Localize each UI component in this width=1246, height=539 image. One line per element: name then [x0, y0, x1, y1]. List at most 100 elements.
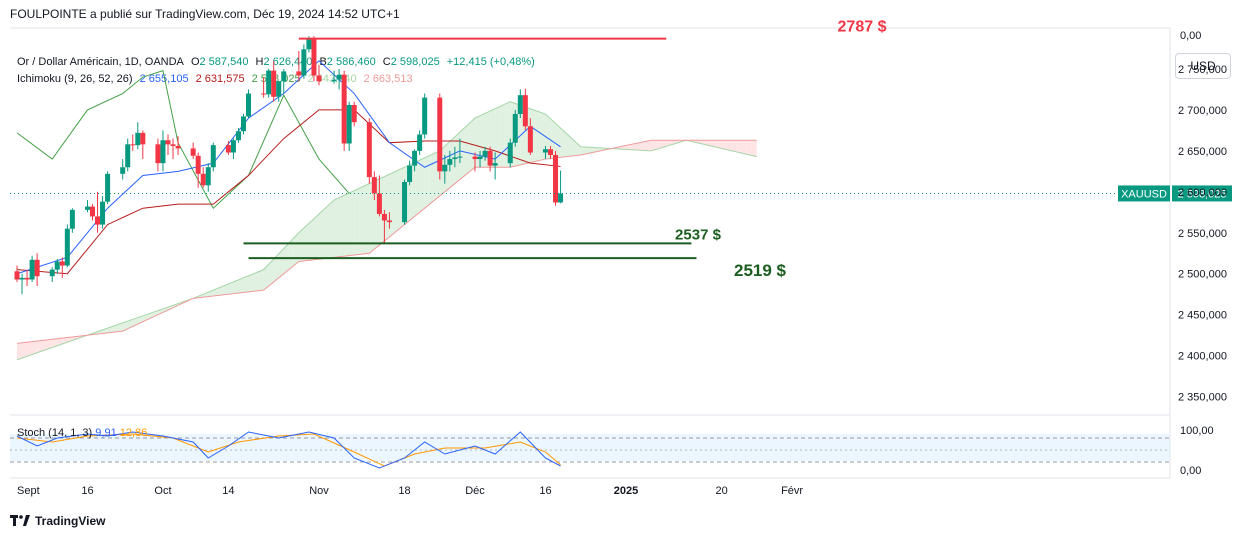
candle[interactable] — [351, 105, 357, 123]
candle[interactable] — [14, 271, 20, 280]
candle[interactable] — [447, 159, 453, 165]
candle[interactable] — [542, 149, 548, 153]
ichimoku-label[interactable]: Ichimoku (9, 26, 52, 26) — [17, 73, 133, 85]
candle[interactable] — [301, 49, 307, 76]
candle[interactable] — [477, 156, 483, 160]
candle[interactable] — [200, 173, 206, 186]
candle[interactable] — [105, 173, 111, 202]
candle[interactable] — [452, 157, 458, 160]
last-price-tag-text: 2 598,025 — [1178, 188, 1227, 200]
candle[interactable] — [246, 93, 252, 117]
price-tick-label: 2 600,000 — [1178, 187, 1227, 199]
candle[interactable] — [341, 74, 347, 144]
candle[interactable] — [512, 114, 518, 143]
cloud-segment — [218, 286, 224, 296]
price-tick-label: 2 450,000 — [1178, 310, 1227, 322]
candle[interactable] — [336, 74, 342, 80]
candle[interactable] — [412, 150, 418, 166]
candle[interactable] — [422, 97, 428, 135]
candle[interactable] — [210, 145, 216, 168]
senkou-span-b-line — [16, 139, 757, 344]
candle[interactable] — [346, 105, 352, 144]
candle[interactable] — [54, 261, 60, 270]
candle[interactable] — [331, 79, 337, 82]
candle[interactable] — [386, 220, 392, 223]
candle[interactable] — [100, 201, 106, 225]
candle[interactable] — [276, 81, 282, 97]
candle[interactable] — [170, 144, 176, 146]
candle[interactable] — [437, 97, 443, 172]
candle[interactable] — [492, 163, 498, 166]
candle[interactable] — [140, 132, 146, 145]
candle[interactable] — [381, 213, 387, 221]
symbol-name[interactable]: Or / Dollar Américain, 1D, OANDA — [17, 56, 184, 68]
currency-button[interactable]: USD — [1175, 53, 1231, 79]
candle[interactable] — [29, 259, 35, 280]
candle[interactable] — [311, 38, 317, 76]
candle[interactable] — [527, 126, 533, 153]
candle[interactable] — [135, 132, 141, 146]
candle[interactable] — [120, 167, 126, 174]
candle[interactable] — [261, 93, 267, 95]
candle[interactable] — [547, 149, 553, 155]
candle[interactable] — [195, 155, 201, 174]
candle[interactable] — [95, 216, 101, 225]
candle[interactable] — [130, 144, 136, 146]
cloud-segment — [263, 264, 269, 291]
cloud-segment — [424, 155, 430, 209]
candle[interactable] — [175, 145, 181, 149]
candle[interactable] — [235, 131, 241, 141]
candle[interactable] — [517, 95, 523, 115]
candle[interactable] — [84, 206, 90, 210]
candle[interactable] — [487, 150, 493, 166]
symbol-tag-text: XAUUSD — [1121, 188, 1167, 200]
candle[interactable] — [19, 277, 25, 280]
candle[interactable] — [190, 148, 196, 156]
candle[interactable] — [417, 134, 423, 151]
candle[interactable] — [125, 144, 131, 168]
cloud-segment — [253, 271, 259, 292]
candle[interactable] — [49, 269, 55, 277]
candle[interactable] — [371, 177, 377, 194]
candle[interactable] — [316, 75, 322, 82]
cloud-segment — [480, 113, 486, 168]
candle[interactable] — [306, 38, 312, 50]
stoch-label[interactable]: Stoch (14, 1, 3) — [17, 427, 93, 439]
candle[interactable] — [402, 182, 408, 223]
candle[interactable] — [160, 140, 166, 164]
candle[interactable] — [522, 95, 528, 127]
candle[interactable] — [507, 142, 513, 164]
candle[interactable] — [553, 154, 559, 203]
cloud-segment — [646, 140, 652, 151]
candle[interactable] — [407, 165, 413, 182]
cloud-segment — [228, 281, 234, 295]
candle[interactable] — [165, 140, 171, 145]
candle[interactable] — [472, 156, 478, 160]
candle[interactable] — [457, 156, 463, 158]
candle[interactable] — [281, 71, 287, 82]
cloud-segment — [22, 342, 28, 358]
candle[interactable] — [205, 167, 211, 186]
candle[interactable] — [69, 209, 75, 229]
candle[interactable] — [89, 206, 95, 217]
candle[interactable] — [230, 140, 236, 153]
candle[interactable] — [64, 228, 70, 266]
cloud-segment — [590, 147, 596, 153]
candle[interactable] — [59, 261, 65, 266]
candle[interactable] — [482, 150, 488, 157]
candle[interactable] — [155, 144, 161, 164]
candle[interactable] — [558, 193, 564, 203]
candle[interactable] — [34, 259, 40, 277]
candle[interactable] — [225, 145, 231, 153]
tradingview-logo[interactable]: TradingView — [10, 514, 105, 528]
candle[interactable] — [240, 116, 246, 132]
candle[interactable] — [376, 193, 382, 214]
price-tick-label: 2 750,000 — [1178, 64, 1227, 76]
candle[interactable] — [266, 70, 272, 95]
candle[interactable] — [24, 277, 30, 280]
candle[interactable] — [442, 164, 448, 172]
candle[interactable] — [296, 71, 302, 76]
candle[interactable] — [271, 70, 277, 97]
candle[interactable] — [366, 122, 372, 178]
